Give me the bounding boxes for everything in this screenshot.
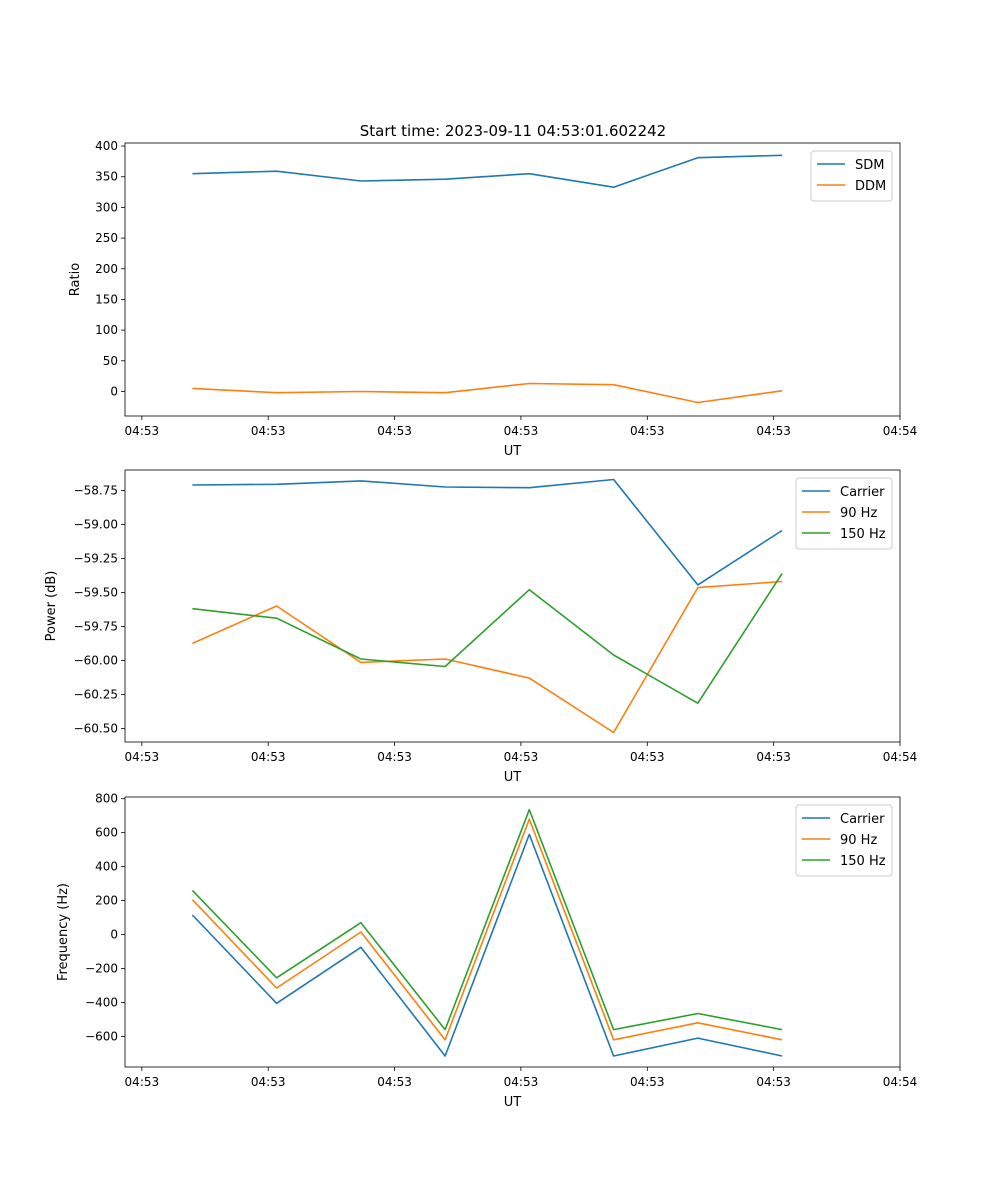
figure-title: Start time: 2023-09-11 04:53:01.602242 bbox=[360, 122, 666, 140]
x-tick-label: 04:53 bbox=[377, 424, 412, 438]
legend-box bbox=[795, 804, 893, 877]
y-tick-label: −60.25 bbox=[74, 687, 118, 701]
x-tick-label: 04:54 bbox=[883, 750, 918, 764]
y-axis-label: Ratio bbox=[68, 263, 83, 296]
x-tick-label: 04:53 bbox=[504, 424, 539, 438]
y-tick-label: −59.50 bbox=[74, 585, 118, 599]
y-tick-label: 0 bbox=[110, 928, 118, 942]
chart-3: 04:53 04:53 04:53 04:53 04:53 04:53 04:54 −600 −… bbox=[56, 792, 917, 1110]
y-tick-label: 50 bbox=[103, 354, 118, 368]
chart-1: 04:53 04:53 04:53 04:53 04:53 04:53 04:54 0 50 10… bbox=[68, 139, 917, 459]
series-line-ddm bbox=[192, 382, 783, 404]
plot-frame bbox=[124, 796, 901, 1068]
legend-box bbox=[795, 477, 893, 550]
x-tick-label: 04:53 bbox=[504, 1075, 539, 1089]
x-tick-label: 04:53 bbox=[251, 750, 286, 764]
legend-label: Carrier bbox=[840, 812, 885, 827]
plot-frame bbox=[124, 469, 901, 743]
y-tick-label: 600 bbox=[95, 826, 118, 840]
y-tick-label: −60.50 bbox=[74, 721, 118, 735]
x-tick-label: 04:53 bbox=[251, 1075, 286, 1089]
chart-2: 04:53 04:53 04:53 04:53 04:53 04:53 04:54 −60.5… bbox=[44, 469, 918, 785]
y-tick-label: −400 bbox=[85, 995, 118, 1009]
legend: SDM DDM bbox=[810, 150, 893, 202]
legend-label: 150 Hz bbox=[840, 527, 886, 542]
x-tick-label: 04:53 bbox=[756, 1075, 791, 1089]
legend-label: 90 Hz bbox=[840, 506, 877, 521]
x-axis-label: UT bbox=[504, 444, 522, 459]
y-axis-label: Frequency (Hz) bbox=[56, 883, 71, 981]
series-line-carrier bbox=[192, 478, 783, 586]
series-line-carrier bbox=[191, 833, 783, 1057]
x-tick-label: 04:53 bbox=[630, 424, 665, 438]
y-tick-label: 350 bbox=[95, 170, 118, 184]
legend-label: 150 Hz bbox=[840, 854, 886, 869]
legend-label: DDM bbox=[855, 179, 886, 194]
x-tick-label: 04:54 bbox=[883, 424, 918, 438]
x-axis-label: UT bbox=[504, 1095, 522, 1110]
y-tick-label: 800 bbox=[95, 792, 118, 806]
x-tick-label: 04:53 bbox=[125, 1075, 160, 1089]
legend-label: Carrier bbox=[840, 485, 885, 500]
x-tick-label: 04:53 bbox=[756, 750, 791, 764]
y-tick-label: −600 bbox=[85, 1029, 118, 1043]
series-line-150-hz bbox=[192, 572, 783, 705]
y-tick-label: 150 bbox=[95, 292, 118, 306]
y-tick-label: 300 bbox=[95, 200, 118, 214]
legend: Carrier 90 Hz 150 Hz bbox=[795, 477, 893, 550]
y-tick-label: −200 bbox=[85, 962, 118, 976]
y-tick-label: 0 bbox=[110, 384, 118, 398]
x-axis-label: UT bbox=[504, 770, 522, 785]
plots-container: 04:53 04:53 04:53 04:53 04:53 04:53 04:54 0 50 10… bbox=[44, 139, 917, 1110]
x-tick-label: 04:53 bbox=[377, 750, 412, 764]
series-line-90-hz bbox=[192, 580, 783, 734]
plot-frame bbox=[124, 142, 901, 417]
y-tick-label: 400 bbox=[95, 139, 118, 153]
y-tick-label: −59.00 bbox=[74, 517, 118, 531]
legend-label: SDM bbox=[855, 158, 884, 173]
y-tick-label: 250 bbox=[95, 231, 118, 245]
x-tick-label: 04:54 bbox=[883, 1075, 918, 1089]
y-tick-label: 200 bbox=[95, 262, 118, 276]
y-tick-label: 200 bbox=[95, 894, 118, 908]
y-tick-label: 100 bbox=[95, 323, 118, 337]
y-tick-label: −58.75 bbox=[74, 483, 118, 497]
legend: Carrier 90 Hz 150 Hz bbox=[795, 804, 893, 877]
y-tick-label: −59.25 bbox=[74, 551, 118, 565]
y-tick-label: 400 bbox=[95, 860, 118, 874]
x-tick-label: 04:53 bbox=[125, 750, 160, 764]
series-line-90-hz bbox=[191, 818, 783, 1041]
x-tick-label: 04:53 bbox=[504, 750, 539, 764]
x-tick-label: 04:53 bbox=[630, 1075, 665, 1089]
y-tick-label: −60.00 bbox=[74, 653, 118, 667]
x-tick-label: 04:53 bbox=[756, 424, 791, 438]
legend-label: 90 Hz bbox=[840, 833, 877, 848]
x-tick-label: 04:53 bbox=[125, 424, 160, 438]
x-tick-label: 04:53 bbox=[630, 750, 665, 764]
x-tick-label: 04:53 bbox=[377, 1075, 412, 1089]
y-tick-label: −59.75 bbox=[74, 619, 118, 633]
series-line-150-hz bbox=[191, 808, 783, 1031]
x-tick-label: 04:53 bbox=[251, 424, 286, 438]
series-line-sdm bbox=[192, 154, 783, 188]
y-axis-label: Power (dB) bbox=[44, 571, 59, 642]
